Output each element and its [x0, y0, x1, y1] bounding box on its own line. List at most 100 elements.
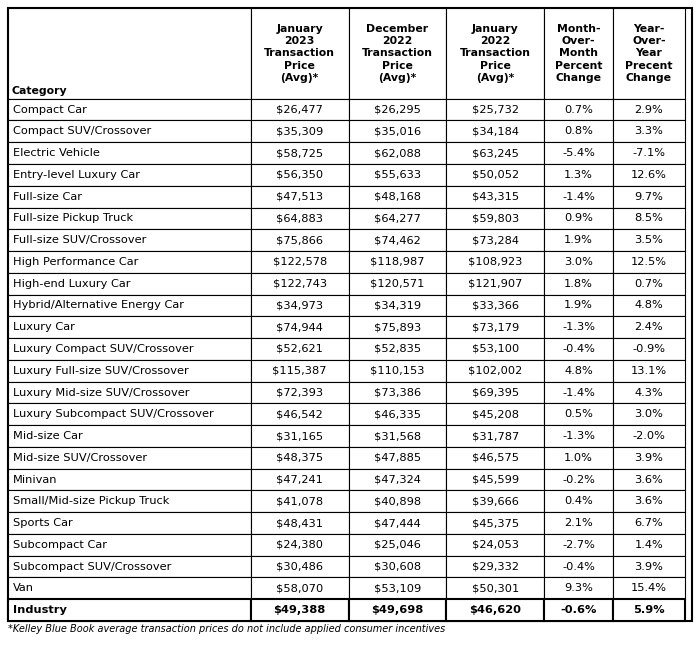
- Bar: [8, 534, 251, 556]
- Text: $31,165: $31,165: [276, 431, 323, 441]
- Bar: [251, 577, 349, 599]
- Bar: [447, 556, 545, 577]
- Text: $108,923: $108,923: [468, 257, 522, 267]
- Text: $50,301: $50,301: [472, 583, 519, 593]
- Bar: [447, 577, 545, 599]
- Bar: [251, 273, 349, 295]
- Text: $24,053: $24,053: [472, 540, 519, 550]
- Bar: [349, 338, 447, 360]
- Text: 1.8%: 1.8%: [564, 279, 593, 289]
- Text: $102,002: $102,002: [468, 366, 522, 376]
- Bar: [545, 121, 612, 142]
- Text: $30,608: $30,608: [374, 561, 421, 571]
- Bar: [8, 360, 251, 382]
- Text: -1.4%: -1.4%: [562, 387, 595, 397]
- Bar: [612, 316, 685, 338]
- Bar: [251, 316, 349, 338]
- Bar: [545, 295, 612, 316]
- Bar: [545, 186, 612, 208]
- Text: $46,575: $46,575: [472, 453, 519, 463]
- Bar: [8, 8, 251, 99]
- Text: $43,315: $43,315: [472, 192, 519, 202]
- Bar: [251, 447, 349, 469]
- Bar: [447, 534, 545, 556]
- Text: $47,444: $47,444: [374, 518, 421, 528]
- Text: $75,893: $75,893: [374, 322, 421, 332]
- Bar: [8, 447, 251, 469]
- Bar: [349, 229, 447, 251]
- Bar: [612, 186, 685, 208]
- Bar: [349, 403, 447, 425]
- Text: Luxury Compact SUV/Crossover: Luxury Compact SUV/Crossover: [13, 344, 194, 354]
- Bar: [447, 208, 545, 229]
- Text: 3.6%: 3.6%: [634, 474, 664, 484]
- Bar: [545, 316, 612, 338]
- Text: $53,100: $53,100: [472, 344, 519, 354]
- Bar: [612, 382, 685, 403]
- Bar: [447, 295, 545, 316]
- Bar: [8, 382, 251, 403]
- Bar: [545, 338, 612, 360]
- Text: $110,153: $110,153: [370, 366, 425, 376]
- Bar: [612, 121, 685, 142]
- Bar: [8, 403, 251, 425]
- Text: Subcompact Car: Subcompact Car: [13, 540, 107, 550]
- Bar: [251, 295, 349, 316]
- Bar: [251, 403, 349, 425]
- Bar: [8, 229, 251, 251]
- Bar: [447, 316, 545, 338]
- Text: Electric Vehicle: Electric Vehicle: [13, 148, 100, 158]
- Bar: [8, 99, 251, 121]
- Text: $39,666: $39,666: [472, 496, 519, 506]
- Bar: [349, 534, 447, 556]
- Bar: [8, 425, 251, 447]
- Bar: [349, 447, 447, 469]
- Text: $52,835: $52,835: [374, 344, 421, 354]
- Bar: [612, 338, 685, 360]
- Bar: [612, 403, 685, 425]
- Text: 4.8%: 4.8%: [634, 301, 664, 310]
- Text: $35,309: $35,309: [276, 127, 323, 136]
- Text: $47,885: $47,885: [374, 453, 421, 463]
- Text: 1.3%: 1.3%: [564, 170, 593, 180]
- Bar: [251, 99, 349, 121]
- Bar: [447, 490, 545, 512]
- Text: Full-size Pickup Truck: Full-size Pickup Truck: [13, 214, 133, 223]
- Text: $52,621: $52,621: [276, 344, 323, 354]
- Bar: [545, 229, 612, 251]
- Bar: [447, 273, 545, 295]
- Text: 3.9%: 3.9%: [634, 561, 664, 571]
- Bar: [612, 273, 685, 295]
- Text: 3.6%: 3.6%: [634, 496, 664, 506]
- Text: January
2022
Transaction
Price
(Avg)*: January 2022 Transaction Price (Avg)*: [460, 24, 531, 83]
- Text: $63,245: $63,245: [472, 148, 519, 158]
- Bar: [8, 469, 251, 490]
- Bar: [8, 208, 251, 229]
- Bar: [612, 208, 685, 229]
- Text: Luxury Car: Luxury Car: [13, 322, 75, 332]
- Text: $40,898: $40,898: [374, 496, 421, 506]
- Bar: [8, 142, 251, 164]
- Text: 6.7%: 6.7%: [634, 518, 664, 528]
- Text: Small/Mid-size Pickup Truck: Small/Mid-size Pickup Truck: [13, 496, 169, 506]
- Bar: [251, 512, 349, 534]
- Text: -0.4%: -0.4%: [562, 344, 595, 354]
- Text: $69,395: $69,395: [472, 387, 519, 397]
- Bar: [447, 512, 545, 534]
- Bar: [545, 534, 612, 556]
- Text: 1.4%: 1.4%: [634, 540, 664, 550]
- Text: Subcompact SUV/Crossover: Subcompact SUV/Crossover: [13, 561, 172, 571]
- Bar: [447, 8, 545, 99]
- Bar: [447, 229, 545, 251]
- Text: 0.7%: 0.7%: [634, 279, 664, 289]
- Text: $64,277: $64,277: [374, 214, 421, 223]
- Bar: [349, 512, 447, 534]
- Bar: [349, 8, 447, 99]
- Bar: [545, 599, 612, 621]
- Bar: [251, 164, 349, 186]
- Text: Entry-level Luxury Car: Entry-level Luxury Car: [13, 170, 140, 180]
- Text: 0.9%: 0.9%: [564, 214, 593, 223]
- Text: -0.9%: -0.9%: [632, 344, 666, 354]
- Bar: [251, 360, 349, 382]
- Text: Sports Car: Sports Car: [13, 518, 73, 528]
